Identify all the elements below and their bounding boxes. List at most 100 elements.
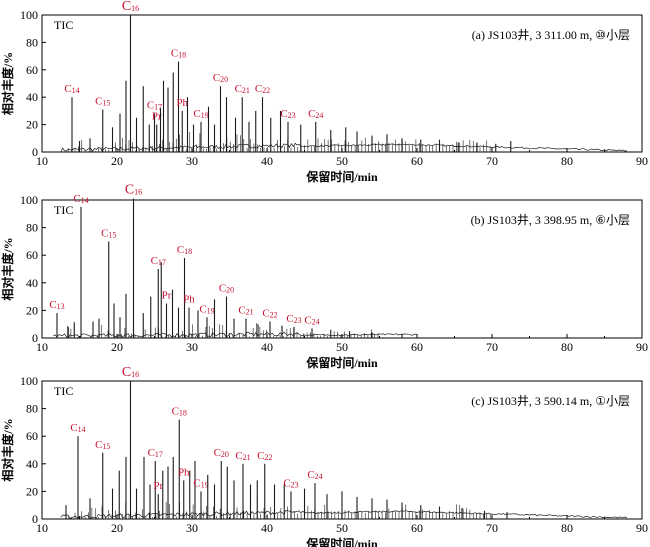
peak-label: C15 [101, 227, 116, 239]
y-axis-label: 相对丰度/% [0, 237, 15, 300]
x-tick-label: 20 [111, 521, 123, 535]
peak-label: C24 [304, 314, 319, 326]
peak-label: C15 [95, 439, 110, 451]
y-tick-label: 0 [32, 512, 38, 526]
peak-label: Ph [176, 97, 188, 109]
peak-label: C22 [255, 83, 270, 95]
series-label: TIC [54, 203, 73, 217]
y-tick-label: 60 [26, 248, 38, 262]
x-tick-label: 10 [36, 340, 48, 354]
x-tick-label: 90 [636, 521, 648, 535]
peak-label: C14 [73, 193, 88, 205]
peak-label: C18 [171, 48, 186, 60]
x-tick-label: 70 [486, 154, 498, 168]
peak-label: Pr [153, 480, 163, 492]
x-tick-label: 10 [36, 154, 48, 168]
series-label: TIC [54, 384, 73, 398]
peak-label: C17 [151, 255, 166, 267]
x-tick-label: 20 [111, 154, 123, 168]
peak-label: Ph [178, 466, 190, 478]
peak-label: C14 [64, 83, 79, 95]
x-tick-label: 50 [336, 154, 348, 168]
y-tick-label: 80 [26, 221, 38, 235]
peak-label: Pr [162, 290, 172, 302]
y-tick-label: 60 [26, 63, 38, 77]
chart-panel-3: 10 20 30 40 50 60 70 80 90 0 20 40 60 80 100 TIC (c) JS1… [0, 365, 648, 547]
x-tick-label: 50 [336, 521, 348, 535]
peak-label: C19 [193, 108, 208, 120]
peak-label: C20 [213, 72, 228, 84]
x-tick-label: 30 [186, 340, 198, 354]
peak-label: C20 [219, 283, 234, 295]
peak-label: C13 [49, 299, 64, 311]
peak-label: C24 [307, 469, 322, 481]
peak-label: C18 [172, 406, 187, 418]
x-tick-label: 40 [261, 154, 273, 168]
peak-label: C20 [214, 447, 229, 459]
x-tick-label: 60 [411, 154, 423, 168]
peak-label: C22 [257, 450, 272, 462]
peak-label: C16 [122, 365, 139, 380]
peak-label: C23 [286, 313, 301, 325]
y-tick-label: 60 [26, 429, 38, 443]
peak-label: C15 [95, 96, 110, 108]
peak-label: C18 [177, 244, 192, 256]
x-axis-label: 保留时间/min [305, 169, 378, 184]
chart-panel-1: 10 20 30 40 50 60 70 80 90 0 20 40 60 80 100 TIC (a) JS1… [0, 0, 648, 184]
x-tick-label: 30 [186, 521, 198, 535]
x-tick-label: 30 [186, 154, 198, 168]
y-tick-label: 20 [26, 303, 38, 317]
peak-label: C16 [125, 183, 142, 198]
peak-label: C16 [122, 0, 139, 14]
y-tick-label: 40 [26, 90, 38, 104]
y-axis-label: 相对丰度/% [0, 52, 15, 115]
y-tick-label: 80 [26, 35, 38, 49]
peak-label: C23 [283, 477, 298, 489]
peak-label: C17 [147, 100, 162, 112]
x-tick-label: 20 [111, 340, 123, 354]
peak-label: C23 [280, 108, 295, 120]
peak-label: C19 [193, 477, 208, 489]
y-tick-label: 40 [26, 276, 38, 290]
y-tick-label: 80 [26, 402, 38, 416]
peak-label: Ph [183, 294, 195, 306]
y-tick-label: 40 [26, 457, 38, 471]
x-tick-label: 90 [636, 340, 648, 354]
peak-label: C21 [238, 305, 253, 317]
panel-title: (a) JS103井, 3 311.00 m, ⑩小层 [472, 28, 630, 42]
peak-label: C14 [70, 422, 85, 434]
y-tick-label: 100 [20, 374, 38, 388]
peak-label: C22 [262, 307, 277, 319]
y-tick-label: 20 [26, 484, 38, 498]
y-tick-label: 20 [26, 118, 38, 132]
x-axis-label: 保留时间/min [305, 355, 378, 370]
x-axis-label: 保留时间/min [305, 536, 378, 547]
x-tick-label: 90 [636, 154, 648, 168]
peak-label: C21 [235, 83, 250, 95]
y-tick-label: 100 [20, 8, 38, 22]
x-tick-label: 60 [411, 340, 423, 354]
x-tick-label: 60 [411, 521, 423, 535]
x-tick-label: 40 [261, 340, 273, 354]
peak-label: C17 [148, 447, 163, 459]
x-tick-label: 50 [336, 340, 348, 354]
chart-panel-2: 10 20 30 40 50 60 70 80 90 0 20 40 60 80 100 TIC (b) JS1… [0, 183, 648, 370]
x-tick-label: 10 [36, 521, 48, 535]
peak-label: C21 [235, 450, 250, 462]
y-tick-label: 0 [32, 145, 38, 159]
y-axis-label: 相对丰度/% [0, 418, 15, 481]
x-tick-label: 70 [486, 340, 498, 354]
tic-baseline-trace [60, 142, 628, 153]
x-tick-label: 40 [261, 521, 273, 535]
x-tick-label: 80 [561, 340, 573, 354]
panel-title: (c) JS103井, 3 590.14 m, ①小层 [471, 394, 630, 408]
x-tick-label: 80 [561, 521, 573, 535]
y-tick-label: 0 [32, 331, 38, 345]
x-tick-label: 80 [561, 154, 573, 168]
peak-label: C24 [308, 108, 323, 120]
x-tick-label: 70 [486, 521, 498, 535]
series-label: TIC [54, 18, 73, 32]
y-tick-label: 100 [20, 193, 38, 207]
panel-title: (b) JS103井, 3 398.95 m, ⑥小层 [471, 213, 630, 227]
